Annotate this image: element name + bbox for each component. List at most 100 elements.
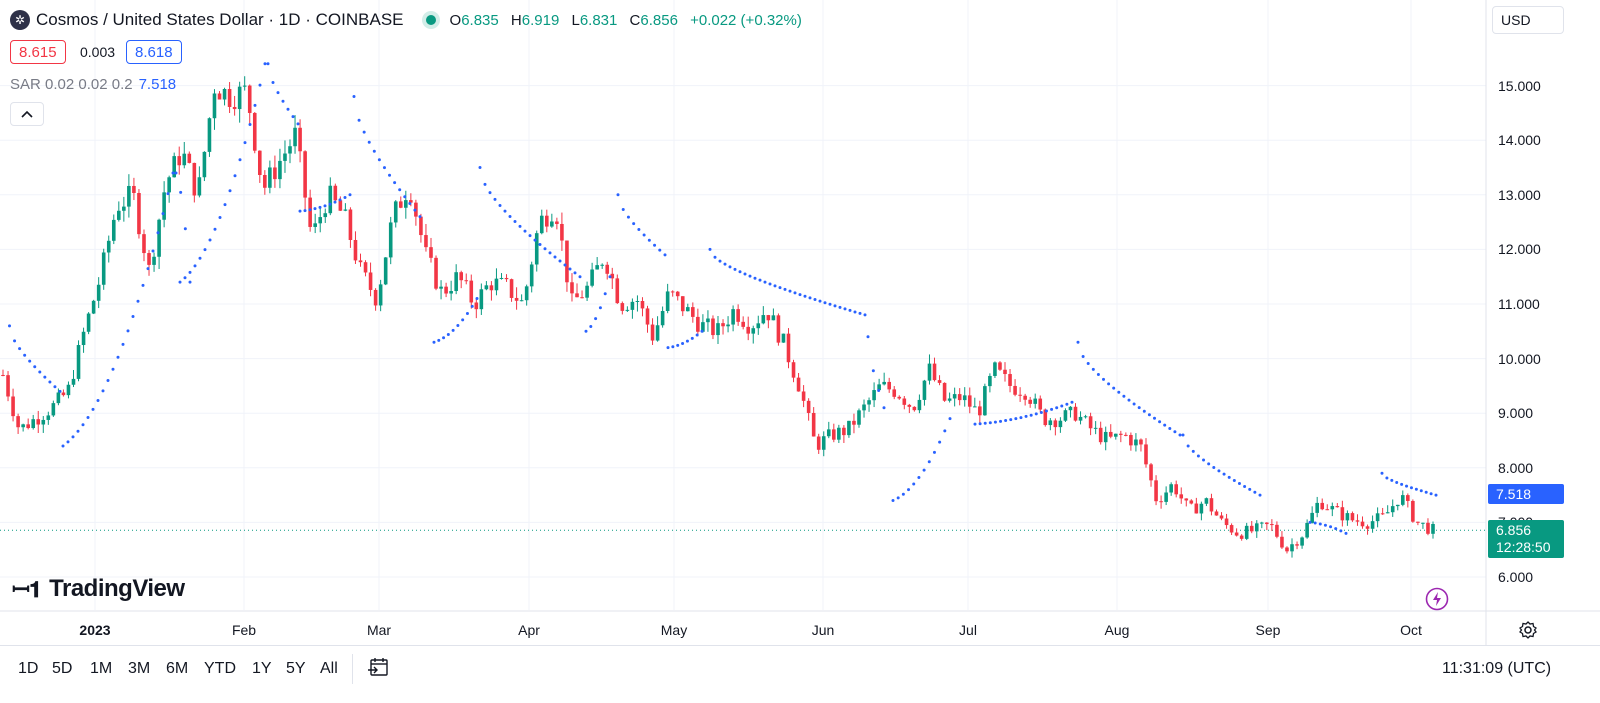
range-button-5y[interactable]: 5Y [286,660,306,677]
candle-body [952,394,957,399]
candle-body [1265,522,1269,525]
sar-dot [973,422,977,426]
sar-dot [213,227,217,231]
candle-body [821,436,826,450]
range-button-5d[interactable]: 5D [52,660,73,677]
candle-body [1345,513,1350,521]
candle-body [1209,498,1214,512]
goto-date-icon[interactable] [368,656,390,678]
candle-body [132,185,136,193]
range-button-all[interactable]: All [320,660,338,677]
utc-clock[interactable]: 11:31:09 (UTC) [1442,660,1552,677]
bottom-toolbar [0,645,1600,703]
sar-dot [475,297,479,301]
candle-body [268,167,272,188]
sar-dot [456,324,460,328]
candle-body [111,219,116,241]
candle-body [26,424,30,429]
candle-body [106,240,111,253]
candle-body [1018,394,1022,396]
candle-body [1124,434,1128,436]
candle-body [892,389,897,397]
gear-icon[interactable] [1518,620,1538,640]
sar-dot [1429,492,1433,496]
sar-dot [96,399,100,403]
candle-body [857,410,861,425]
candle-body [771,315,776,321]
sar-dot [338,198,342,202]
candle-body [847,420,851,436]
sar-dot [151,249,155,253]
range-button-6m[interactable]: 6M [166,660,189,677]
sar-dot [1019,416,1023,420]
range-button-1d[interactable]: 1D [18,660,39,677]
candle-body [1416,521,1420,523]
candle-body [998,362,1002,370]
range-button-1m[interactable]: 1M [90,660,113,677]
sar-dot [1142,409,1146,413]
candle-body [298,127,302,152]
sar-dot [71,435,75,439]
candle-body [1295,544,1299,546]
candle-body [142,234,146,254]
candle-body [273,167,277,180]
candle-body [746,326,751,334]
sar-dot [1434,493,1438,497]
candle-body [1108,431,1113,437]
candle-body [776,315,781,343]
collapse-legend-button[interactable] [10,102,44,126]
indicator-legend[interactable]: SAR 0.02 0.02 0.2 7.518 [10,76,176,93]
candle-body [41,419,46,425]
symbol-title[interactable]: Cosmos / United States Dollar · 1D · COI… [36,10,404,29]
lightning-icon[interactable] [1425,587,1449,611]
sar-dot [922,468,926,472]
sar-dot [589,324,593,328]
candle-body [378,284,383,306]
candle-body [1013,385,1017,395]
candle-body [96,284,101,301]
candle-body [504,277,509,280]
candle-body [197,177,202,196]
candle-body [1400,495,1405,505]
tradingview-logo[interactable]: ꟷ𝟏 TradingView [12,574,185,604]
sar-dot [948,417,952,421]
sar-dot [1039,410,1043,414]
sar-dot [362,130,366,134]
range-button-3m[interactable]: 3M [128,660,151,677]
sar-dot [1409,486,1413,490]
sar-dot [1318,522,1322,526]
candle-body [484,285,489,290]
sar-dot [372,149,376,153]
sar-dot [843,307,847,311]
sar-dot [328,202,332,206]
sar-dot [446,332,450,336]
sar-dot [783,287,787,291]
candle-body [489,285,494,291]
candle-body [1320,502,1325,510]
candle-body [1229,525,1234,533]
sar-dot [1207,462,1211,466]
candle-body [368,272,373,290]
range-button-ytd[interactable]: YTD [204,660,236,677]
candle-body [811,412,816,437]
sar-dot [398,188,402,192]
sell-price-button[interactable]: 8.615 [10,40,66,64]
sar-dot [1009,418,1013,422]
candle-body [333,185,338,201]
sar-dot [1024,414,1028,418]
candle-body [575,293,579,298]
sar-dot [121,342,125,346]
sar-dot [1065,402,1069,406]
buy-price-button[interactable]: 8.618 [126,40,182,64]
currency-selector[interactable]: USD [1492,6,1564,34]
candle-body [36,419,41,425]
sar-dot [1380,471,1384,475]
sar-dot [146,267,150,271]
range-button-1y[interactable]: 1Y [252,660,272,677]
sar-dot [803,294,807,298]
sar-dot [858,311,862,315]
symbol-header[interactable]: ✲ Cosmos / United States Dollar · 1D · C… [10,8,802,32]
candle-body [650,324,655,341]
candle-body [61,392,66,396]
